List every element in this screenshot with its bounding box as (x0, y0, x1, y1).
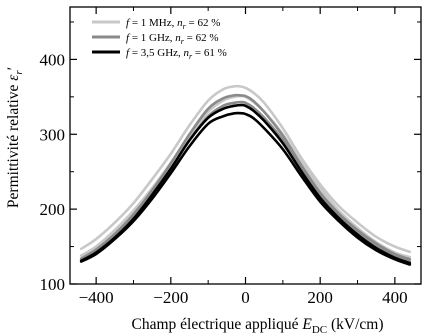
legend: f = 1 MHz, nr = 62 %f = 1 GHz, nr = 62 %… (92, 17, 227, 61)
x-tick-label: 0 (241, 288, 250, 307)
legend-label-2: f = 1 GHz, nr = 62 % (126, 32, 219, 46)
series-2-curve-1 (79, 93, 412, 261)
x-tick-label: 200 (307, 288, 333, 307)
legend-label-1: f = 1 MHz, nr = 62 % (126, 17, 220, 31)
y-axis-label: Permittivité relative εr′ (5, 67, 25, 208)
series-1-curve-1 (79, 84, 412, 254)
series-3-curve-1 (79, 103, 412, 265)
y-tick-label: 200 (40, 200, 66, 219)
y-tick-label: 100 (40, 275, 66, 294)
legend-label-3: f = 3,5 GHz, nr = 61 % (126, 47, 227, 61)
x-tick-label: 400 (382, 288, 408, 307)
curves-layer (79, 84, 412, 266)
ticks-layer: −400 −200 0 200 400 100 200 300 400 (40, 7, 421, 307)
x-tick-label: −400 (79, 288, 114, 307)
y-tick-label: 400 (40, 50, 66, 69)
x-tick-label: −200 (153, 288, 188, 307)
x-axis-label: Champ électrique appliqué EDC (kV/cm) (131, 316, 383, 336)
series-3-curve-2 (79, 111, 412, 266)
y-tick-label: 300 (40, 125, 66, 144)
